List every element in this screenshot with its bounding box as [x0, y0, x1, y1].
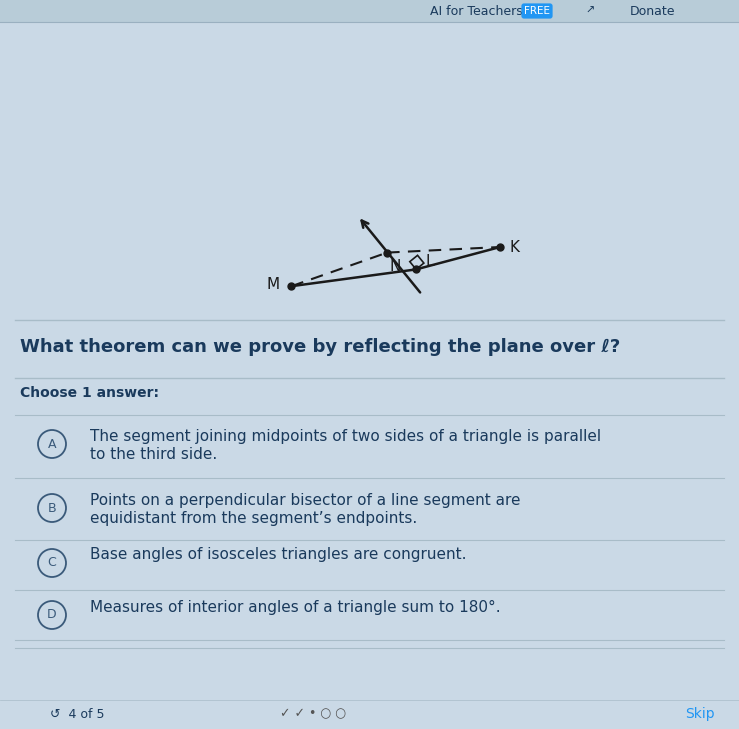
Text: What theorem can we prove by reflecting the plane over ℓ?: What theorem can we prove by reflecting … — [20, 338, 620, 356]
Text: equidistant from the segment’s endpoints.: equidistant from the segment’s endpoints… — [90, 510, 418, 526]
Text: ✓ ✓ • ○ ○: ✓ ✓ • ○ ○ — [280, 708, 346, 720]
Text: Donate: Donate — [630, 4, 675, 17]
Text: N: N — [389, 259, 401, 274]
Text: C: C — [47, 556, 56, 569]
Text: Skip: Skip — [685, 707, 715, 721]
Text: Measures of interior angles of a triangle sum to 180°.: Measures of interior angles of a triangl… — [90, 599, 500, 615]
Text: ↗: ↗ — [585, 6, 595, 16]
Text: B: B — [48, 502, 56, 515]
Text: D: D — [47, 609, 57, 622]
Text: K: K — [509, 240, 520, 254]
Text: FREE: FREE — [524, 6, 550, 16]
Bar — [0, 0, 739, 22]
Text: Choose 1 answer:: Choose 1 answer: — [20, 386, 159, 400]
Text: to the third side.: to the third side. — [90, 446, 217, 461]
Text: L: L — [426, 254, 435, 269]
Text: AI for Teachers: AI for Teachers — [430, 4, 522, 17]
Text: The segment joining midpoints of two sides of a triangle is parallel: The segment joining midpoints of two sid… — [90, 429, 601, 443]
Text: ↺  4 of 5: ↺ 4 of 5 — [50, 708, 104, 720]
Text: Points on a perpendicular bisector of a line segment are: Points on a perpendicular bisector of a … — [90, 493, 520, 507]
Text: M: M — [267, 277, 280, 292]
Text: Base angles of isosceles triangles are congruent.: Base angles of isosceles triangles are c… — [90, 547, 466, 563]
Text: A: A — [48, 437, 56, 451]
